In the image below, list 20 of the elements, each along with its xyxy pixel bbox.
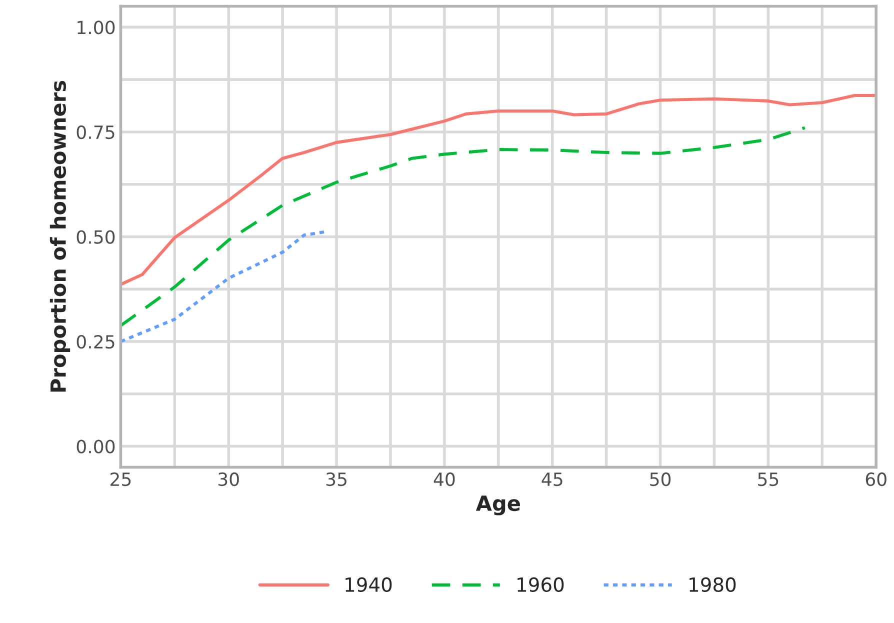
x-tick-label: 45 — [542, 472, 562, 486]
x-tick-label: 50 — [650, 472, 671, 486]
y-axis-title: Proportion of homeowners — [50, 80, 70, 392]
line-series — [120, 94, 876, 286]
x-tick-label: 40 — [434, 472, 455, 486]
y-tick-label: 0.25 — [76, 334, 114, 349]
x-tick-label: 35 — [326, 472, 346, 486]
x-tick-label: 55 — [758, 472, 778, 486]
y-tick-label: 0.75 — [76, 125, 114, 140]
y-tick-label: 0.00 — [76, 440, 115, 454]
legend-label: 1960 — [518, 577, 564, 592]
y-tick-label: 0.50 — [76, 230, 115, 244]
legend-label: 1980 — [690, 577, 736, 592]
x-tick-label: 25 — [110, 472, 131, 486]
x-tick-label: 60 — [866, 472, 886, 486]
x-axis-title: Age — [476, 496, 520, 516]
y-tick-label: 1.00 — [78, 20, 115, 34]
legend-label: 1940 — [346, 577, 392, 592]
line-series — [120, 126, 806, 328]
x-tick-label: 30 — [218, 472, 239, 486]
